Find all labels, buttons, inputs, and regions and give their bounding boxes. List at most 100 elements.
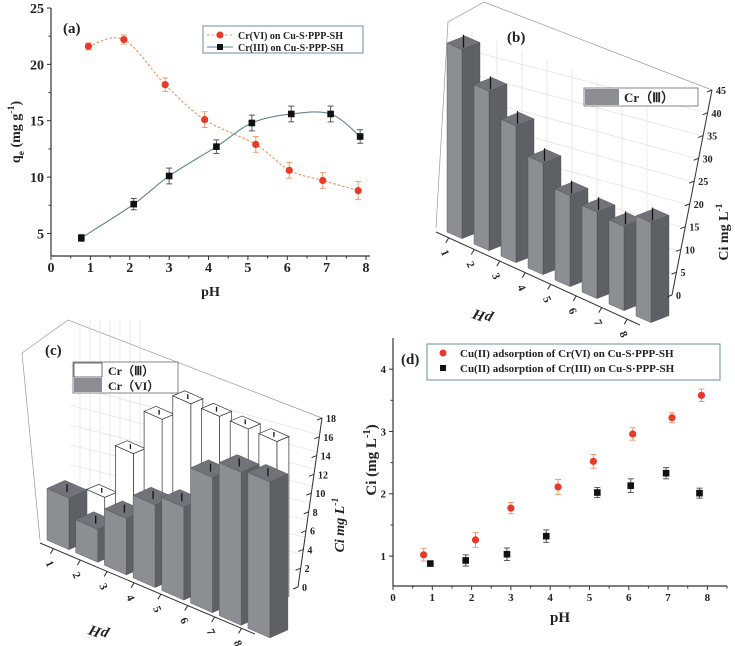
data-point [319, 176, 327, 185]
z-tick [314, 436, 320, 440]
legend-box [202, 25, 364, 54]
z-tick-label: 45 [716, 86, 726, 97]
x-axis-label: pH [201, 285, 220, 300]
z-tick-label: 8 [313, 508, 318, 519]
data-point [589, 457, 598, 465]
z-axis [297, 417, 323, 588]
z-tick [671, 271, 677, 275]
z-tick [684, 203, 690, 207]
y-tick-label: 4 [381, 364, 387, 376]
z-tick [316, 417, 323, 421]
ph-axis [39, 542, 256, 635]
bar-cr6-ph-8 [247, 464, 289, 639]
z-tick-label: 6 [310, 527, 315, 538]
data-point [161, 81, 169, 89]
data-point [327, 110, 334, 118]
z-tick-label: 10 [685, 245, 695, 256]
ph-tick [470, 249, 475, 255]
bar-front [218, 462, 242, 626]
ph-tick [76, 559, 81, 566]
legend-label: Cu(II) adsorption of Cr(III) on Cu-S·PPP… [460, 363, 675, 375]
x-tick-label: 4 [547, 592, 553, 604]
series-2 [78, 105, 364, 242]
ph-tick-label: 5 [150, 604, 163, 615]
x-axis-label: pH [550, 610, 570, 626]
legend-label: Cr(VI) on Cu-S·PPP-SH [238, 31, 343, 42]
ph-tick [521, 272, 526, 278]
ph-tick [103, 571, 108, 577]
z-tick-label: 2 [305, 564, 310, 575]
y-tick-label: 25 [30, 2, 44, 17]
x-axis-label: pH [86, 621, 113, 644]
legend-marker [439, 349, 447, 357]
x-tick-label: 6 [284, 261, 291, 276]
data-point [662, 469, 670, 477]
ph-tick-label: 6 [566, 306, 579, 317]
legend-label: Cr（Ⅲ） [108, 363, 154, 378]
z-tick [702, 112, 708, 116]
y-tick-label: 2 [381, 489, 387, 501]
series-1 [420, 388, 706, 562]
x-tick-label: 0 [390, 592, 396, 604]
bar-side [269, 473, 289, 639]
z-tick [295, 567, 301, 571]
bar-front [500, 119, 517, 263]
z-tick-label: 0 [302, 583, 307, 594]
z-axis-label: Ci mg L-1 [330, 498, 348, 553]
y-tick-label: 1 [381, 551, 387, 563]
x-tick-label: 3 [166, 261, 173, 276]
bar-front [104, 508, 127, 576]
legend-swatch [74, 378, 102, 392]
ph-tick-label: 2 [70, 570, 83, 581]
panel-label: (b) [507, 30, 525, 46]
data-point [696, 489, 703, 497]
z-tick-label: 16 [323, 433, 333, 444]
ph-tick-label: 2 [464, 260, 477, 271]
x-tick-label: 4 [205, 261, 212, 276]
data-point [507, 504, 515, 512]
legend-label: Cr（Ⅲ） [624, 90, 674, 105]
x-tick-label: 7 [323, 261, 330, 276]
bar-front [554, 188, 571, 287]
z-tick-label: 18 [326, 414, 336, 425]
x-tick-label: 0 [48, 261, 55, 276]
z-tick-label: 15 [689, 223, 699, 234]
z-tick [303, 511, 309, 515]
x-tick-label: 6 [626, 592, 632, 604]
z-tick-label: 5 [680, 268, 685, 279]
ph-tick-label: 8 [231, 639, 244, 646]
legend-label: Cu(II) adsorption of Cr(VI) on Cu-S·PPP-… [460, 348, 674, 360]
bar-front [247, 472, 271, 639]
data-point [213, 143, 220, 150]
x-axis-label: pH [470, 305, 497, 328]
ph-tick [547, 284, 552, 290]
ph-tick [157, 593, 162, 600]
bar-front [608, 219, 625, 311]
x-tick-label: 5 [587, 592, 593, 604]
panel-d: 0 1 2 3 4 5 6 7 8 1 2 3 4 pH Ci (mg L-1) (d) Cu(II) adso… [362, 338, 728, 626]
z-tick-label: 20 [694, 200, 704, 211]
y-tick-label: 5 [37, 227, 44, 242]
ph-tick-label: 4 [123, 593, 136, 604]
z-tick-label: 14 [321, 452, 331, 463]
legend-box [72, 361, 179, 394]
ph-axis [435, 231, 641, 326]
y-tick-label: 3 [381, 426, 387, 438]
data-point [130, 200, 138, 208]
bar-side [650, 215, 670, 323]
data-point [503, 550, 511, 558]
ph-tick-label: 5 [540, 295, 553, 306]
z-tick [680, 226, 686, 230]
data-point [287, 110, 295, 118]
ph-tick-label: 1 [43, 559, 56, 569]
z-tick-label: 30 [703, 154, 713, 165]
ph-tick [184, 605, 189, 611]
bar-front [581, 205, 598, 299]
ph-tick-label: 6 [177, 616, 190, 627]
bar-front [635, 215, 652, 323]
z-tick-label: 35 [707, 132, 717, 143]
x-tick-label: 2 [126, 261, 133, 276]
